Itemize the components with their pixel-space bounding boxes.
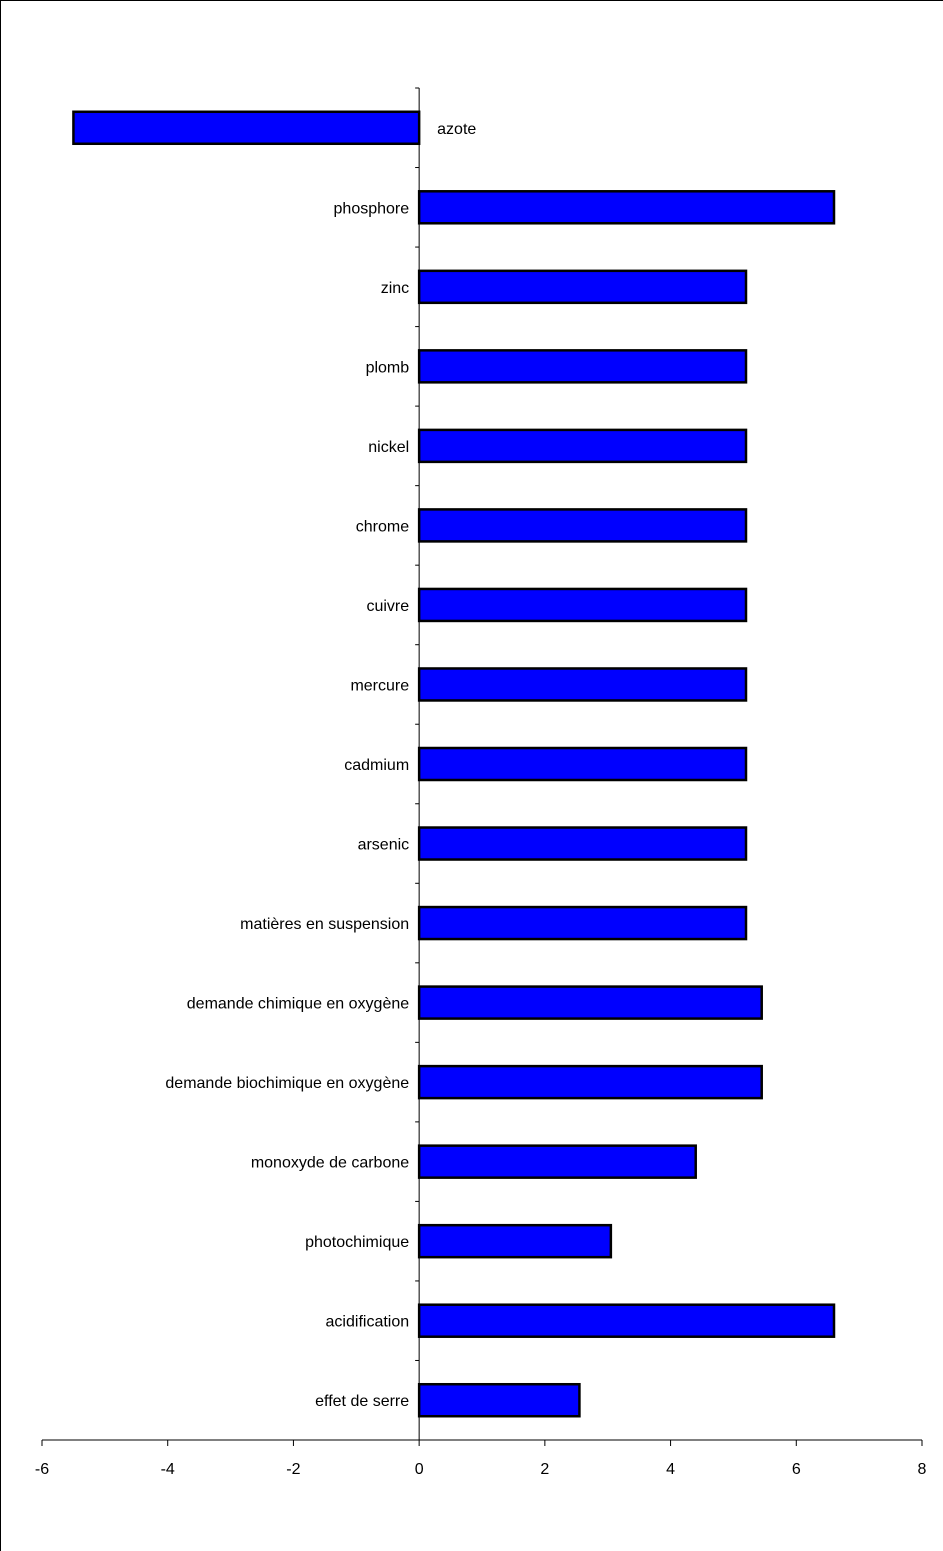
bars-group [72,110,836,1418]
x-tick-label-2: -2 [286,1461,300,1478]
bar-15 [417,1303,836,1338]
category-label-10: matières en suspension [240,916,409,933]
bar-5 [417,508,748,543]
bar-6 [417,587,748,623]
x-tick-label-0: -6 [35,1461,49,1478]
x-tick-label-5: 4 [666,1461,675,1478]
bar-7 [417,667,748,702]
bar-2 [417,269,748,305]
labels-group: azote phosphore zinc plomb nickel chrome cuivr… [35,121,927,1478]
category-label-15: acidification [326,1314,410,1331]
category-label-13: monoxyde de carbone [251,1155,409,1172]
bar-4 [417,428,748,464]
category-label-16: effet de serre [315,1393,409,1410]
category-label-12: demande biochimique en oxygène [165,1075,409,1092]
x-tick-label-1: -4 [161,1461,175,1478]
x-tick-label-7: 8 [918,1461,927,1478]
bar-9 [417,826,748,861]
category-label-14: photochimique [305,1234,409,1251]
category-label-8: cadmium [344,757,409,774]
x-tick-label-6: 6 [792,1461,801,1478]
category-label-4: nickel [368,439,409,456]
x-tick-label-4: 2 [540,1461,549,1478]
category-label-0: azote [437,121,476,138]
bar-3 [417,349,748,384]
bar-16 [417,1382,581,1418]
category-label-11: demande chimique en oxygène [187,996,409,1013]
bar-14 [417,1223,613,1259]
bar-13 [417,1144,697,1179]
axes-group [41,87,923,1446]
category-label-6: cuivre [366,598,409,615]
category-label-9: arsenic [358,837,410,854]
bar-0 [72,110,421,146]
bar-11 [417,985,763,1020]
bar-1 [417,190,836,225]
bar-10 [417,905,748,941]
bar-12 [417,1064,763,1100]
bar-8 [417,746,748,782]
category-label-1: phosphore [334,200,410,217]
category-label-2: zinc [381,280,409,297]
x-tick-label-3: 0 [415,1461,424,1478]
category-label-3: plomb [366,359,410,376]
category-label-7: mercure [350,677,409,694]
category-label-5: chrome [356,518,409,535]
